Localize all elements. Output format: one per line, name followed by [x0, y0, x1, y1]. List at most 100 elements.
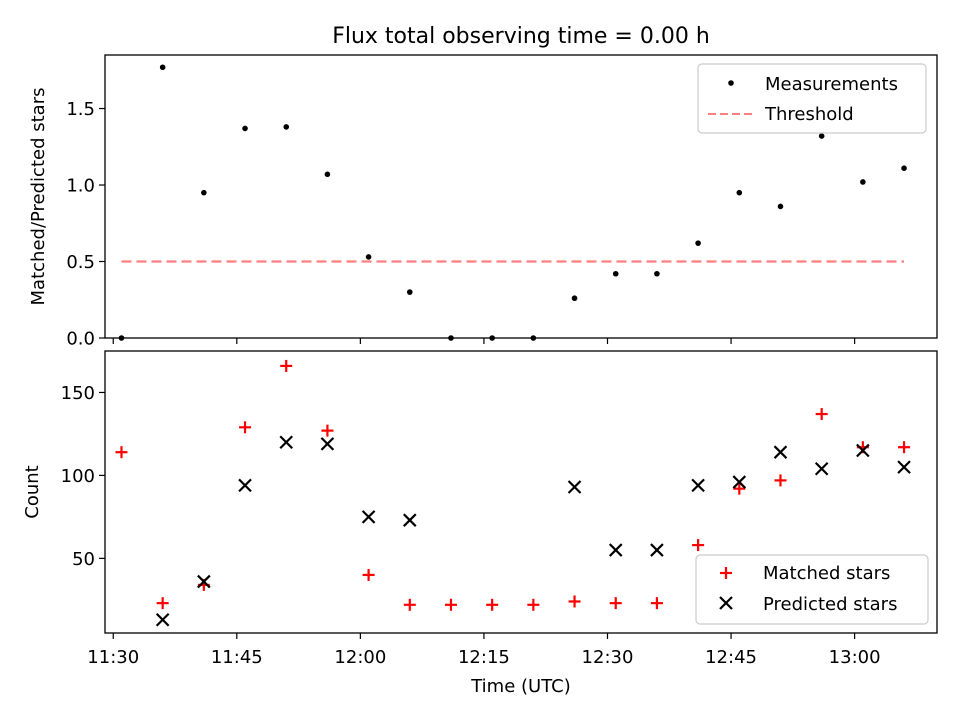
predicted-star-point-b: [856, 443, 870, 458]
predicted-star-point: [238, 478, 252, 493]
predicted-star-point-b: [403, 513, 417, 527]
measurement-point: [365, 254, 372, 260]
measurement-point: [777, 203, 784, 210]
bottom-data-marks: [115, 359, 911, 627]
matched-star-point: [527, 598, 540, 611]
predicted-star-point-b: [197, 574, 211, 589]
top-data-marks: [118, 64, 907, 341]
bottom-x-tick-label: 12:45: [705, 647, 757, 668]
predicted-star-point-b: [238, 478, 252, 493]
predicted-star-point-b: [814, 461, 829, 476]
top-legend-box: [697, 63, 927, 134]
measurement-point: [406, 289, 413, 295]
matched-star-point: [444, 598, 457, 611]
measurement-point: [736, 189, 743, 196]
predicted-star-point: [279, 435, 294, 450]
predicted-star-point-b: [691, 478, 705, 493]
bottom-x-tick-label: 11:30: [87, 647, 139, 668]
bottom-y-axis-ticks: 50 100 150: [61, 383, 105, 570]
matched-star-point: [898, 441, 911, 454]
matched-star-point: [115, 446, 128, 459]
legend-predicted-label: Predicted stars: [763, 594, 897, 615]
predicted-star-point: [567, 480, 582, 494]
predicted-star-point-b: [155, 612, 170, 627]
top-y-tick-label: 0.5: [66, 252, 95, 273]
predicted-star-point: [773, 445, 788, 459]
top-y-axis-label: Matched/Predicted stars: [28, 88, 49, 306]
bottom-x-tick-label: 12:15: [458, 647, 510, 668]
legend-matched-marker: [720, 567, 732, 579]
bottom-x-tick-label: 12:00: [334, 647, 386, 668]
top-plot-frame: [104, 54, 938, 339]
predicted-star-point: [197, 574, 211, 589]
measurement-point: [159, 64, 166, 71]
top-y-tick-label: 1.5: [66, 99, 95, 120]
top-legend: Measurements Threshold: [697, 63, 927, 134]
predicted-star-point-b: [650, 543, 664, 557]
measurement-point: [654, 270, 660, 277]
predicted-star-point: [320, 437, 335, 451]
predicted-star-point: [856, 443, 870, 458]
predicted-star-point: [897, 460, 911, 474]
matched-star-point: [156, 597, 169, 610]
top-x-axis-ticks: [112, 338, 856, 344]
bottom-y-tick-label: 100: [61, 466, 95, 487]
matched-star-point: [692, 539, 705, 552]
measurement-point: [860, 179, 866, 185]
matched-star-point: [650, 597, 663, 610]
chart-title: Flux total observing time = 0.00 h: [332, 24, 710, 49]
measurement-point: [571, 295, 578, 302]
measurement-point: [324, 171, 331, 178]
matched-star-point: [239, 421, 252, 434]
predicted-star-point-b: [897, 460, 911, 474]
matched-star-point: [774, 474, 787, 487]
bottom-plot-frame: [104, 350, 938, 634]
bottom-legend-box: [695, 554, 929, 625]
predicted-star-point-b: [361, 510, 376, 524]
predicted-star-point: [403, 513, 417, 527]
bottom-x-tick-label: 13:00: [829, 647, 881, 668]
predicted-star-point-b: [608, 543, 623, 557]
measurement-point: [242, 125, 248, 132]
bottom-y-axis-label: Count: [22, 465, 43, 518]
predicted-star-point-b: [320, 437, 335, 451]
matched-star-point: [280, 359, 293, 372]
predicted-star-point-b: [567, 480, 582, 494]
bottom-legend: Matched stars Predicted stars: [695, 554, 929, 625]
bottom-x-tick-label: 11:45: [211, 647, 263, 668]
bottom-x-tick-label: 12:30: [582, 647, 634, 668]
measurement-point: [818, 133, 825, 139]
matched-star-point: [362, 568, 375, 581]
bottom-x-axis-ticks: 11:30 11:45 12:00 12:15 12:30 12:45 13:00: [87, 633, 881, 668]
predicted-star-point: [361, 510, 376, 524]
predicted-star-point: [732, 475, 747, 489]
top-y-tick-label: 0.0: [66, 329, 95, 350]
top-panel: 0.0 0.5 1.0 1.5 Matched/Predicted stars Mea…: [28, 54, 938, 350]
bottom-y-tick-label: 50: [72, 549, 95, 570]
predicted-star-point: [814, 461, 829, 476]
predicted-star-point-b: [732, 475, 747, 489]
bottom-x-axis-label: Time (UTC): [470, 676, 571, 697]
matched-star-point: [403, 598, 416, 611]
top-y-tick-label: 1.0: [66, 176, 95, 197]
predicted-star-point: [691, 478, 705, 493]
predicted-star-point-b: [773, 445, 788, 459]
matched-star-point: [486, 598, 499, 611]
measurement-point: [201, 189, 207, 196]
legend-measurements-label: Measurements: [765, 74, 898, 95]
measurement-point: [901, 165, 907, 171]
predicted-star-point: [155, 612, 170, 627]
matched-star-point: [609, 597, 622, 610]
legend-threshold-label: Threshold: [764, 104, 854, 125]
bottom-y-tick-label: 150: [61, 383, 95, 404]
measurement-point: [283, 124, 290, 130]
matched-star-point: [815, 408, 828, 421]
matched-star-point: [733, 482, 746, 495]
top-y-axis-ticks: 0.0 0.5 1.0 1.5: [66, 99, 105, 350]
measurement-point: [695, 240, 701, 246]
predicted-star-point-b: [279, 435, 294, 450]
legend-matched-label: Matched stars: [763, 563, 890, 584]
predicted-star-point: [608, 543, 623, 557]
